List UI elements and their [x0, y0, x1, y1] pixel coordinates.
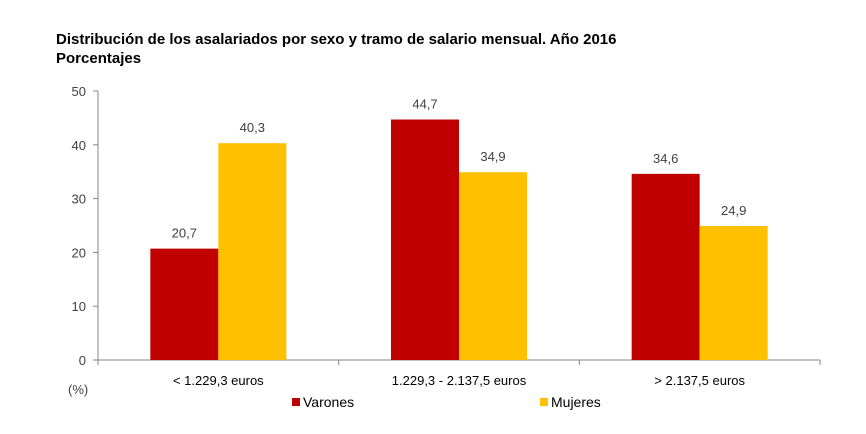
legend-swatch-varones — [292, 398, 300, 406]
chart-title-block: Distribución de los asalariados por sexo… — [56, 30, 616, 68]
legend-swatch-mujeres — [540, 398, 548, 406]
chart-data-labels: 20,7 40,3 44,7 34,9 34,6 24,9 — [172, 97, 747, 241]
legend-label-varones: Varones — [303, 394, 354, 410]
y-tick-label: 40 — [72, 138, 86, 153]
legend-label-mujeres: Mujeres — [551, 394, 601, 410]
bar-varones-1 — [150, 248, 219, 360]
unit-label: (%) — [68, 382, 88, 397]
data-label: 24,9 — [721, 203, 746, 218]
chart-subtitle: Porcentajes — [56, 50, 142, 67]
bar-varones-3 — [631, 173, 700, 360]
x-tick-label: > 2.137,5 euros — [654, 373, 745, 388]
data-label: 34,6 — [653, 151, 678, 166]
y-tick-label: 20 — [72, 245, 86, 260]
chart-bars — [150, 119, 768, 360]
bar-mujeres-2 — [459, 172, 527, 360]
y-tick-label: 10 — [72, 299, 86, 314]
y-tick-label: 0 — [79, 353, 86, 368]
bar-mujeres-3 — [699, 226, 768, 360]
data-label: 20,7 — [172, 226, 197, 241]
data-label: 34,9 — [480, 149, 505, 164]
y-tick-label: 50 — [72, 84, 86, 99]
x-tick-label: 1.229,3 - 2.137,5 euros — [392, 373, 527, 388]
bar-mujeres-1 — [218, 143, 287, 360]
bar-varones-2 — [391, 119, 459, 360]
data-label: 40,3 — [240, 120, 265, 135]
y-tick-label: 30 — [72, 192, 86, 207]
chart-title: Distribución de los asalariados por sexo… — [56, 31, 617, 48]
x-tick-label: < 1.229,3 euros — [173, 373, 264, 388]
chart-legend: Varones Mujeres — [292, 394, 601, 410]
data-label: 44,7 — [412, 97, 437, 112]
